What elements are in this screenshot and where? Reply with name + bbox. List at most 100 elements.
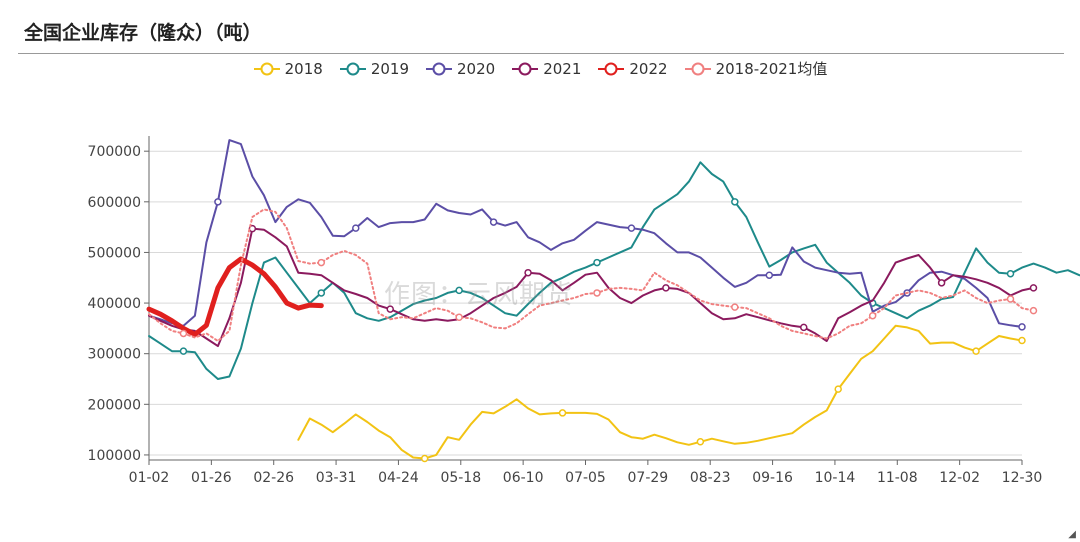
data-point-2018-2021均值[interactable]	[884, 308, 885, 309]
data-point-2020[interactable]	[596, 222, 597, 223]
data-point-2018[interactable]	[390, 437, 391, 438]
data-point-2018[interactable]	[401, 449, 402, 450]
data-point-2019[interactable]	[1056, 272, 1057, 273]
data-point-2022[interactable]	[149, 309, 150, 310]
data-point-2021[interactable]	[436, 319, 437, 320]
data-point-2018[interactable]	[654, 434, 655, 435]
data-point-2021[interactable]	[355, 293, 356, 294]
data-point-2018[interactable]	[746, 442, 747, 443]
data-point-2018[interactable]	[711, 438, 712, 439]
data-point-2019[interactable]	[930, 305, 931, 306]
data-point-2018-2021均值[interactable]	[815, 335, 816, 336]
marker-2021[interactable]	[800, 323, 808, 332]
data-point-2018[interactable]	[608, 419, 609, 420]
data-point-2019[interactable]	[642, 227, 643, 228]
data-point-2018-2021均值[interactable]	[930, 292, 931, 293]
data-point-2021[interactable]	[849, 312, 850, 313]
data-point-2021[interactable]	[206, 338, 207, 339]
data-point-2019[interactable]	[390, 317, 391, 318]
data-point-2020[interactable]	[459, 212, 460, 213]
data-point-2018[interactable]	[574, 412, 575, 413]
data-point-2018-2021均值[interactable]	[424, 313, 425, 314]
data-point-2018[interactable]	[803, 424, 804, 425]
data-point-2021[interactable]	[171, 325, 172, 326]
legend-item-2022[interactable]: 2022	[597, 58, 668, 79]
marker-2021[interactable]	[1029, 284, 1038, 292]
data-point-2020[interactable]	[229, 140, 230, 141]
marker-2020[interactable]	[214, 198, 222, 206]
data-point-2021[interactable]	[700, 303, 701, 304]
data-point-2021[interactable]	[907, 258, 908, 259]
data-point-2018-2021均值[interactable]	[367, 263, 368, 264]
data-point-2020[interactable]	[700, 257, 701, 258]
data-point-2021[interactable]	[792, 325, 793, 326]
data-point-2018[interactable]	[413, 457, 414, 458]
data-point-2020[interactable]	[344, 236, 345, 237]
data-point-2018[interactable]	[378, 430, 379, 431]
data-point-2020[interactable]	[999, 323, 1000, 324]
data-point-2020[interactable]	[734, 286, 735, 287]
data-point-2018-2021均值[interactable]	[1022, 308, 1023, 309]
data-point-2021[interactable]	[826, 341, 827, 342]
data-point-2019[interactable]	[711, 173, 712, 174]
data-point-2021[interactable]	[286, 246, 287, 247]
data-point-2018-2021均值[interactable]	[298, 261, 299, 262]
data-point-2020[interactable]	[780, 274, 781, 275]
data-point-2018-2021均值[interactable]	[654, 272, 655, 273]
data-point-2019[interactable]	[964, 272, 965, 273]
data-point-2021[interactable]	[964, 276, 965, 277]
data-point-2018[interactable]	[941, 342, 942, 343]
data-point-2018[interactable]	[539, 414, 540, 415]
data-point-2020[interactable]	[436, 203, 437, 204]
data-point-2022[interactable]	[298, 308, 299, 309]
data-point-2018-2021均值[interactable]	[987, 303, 988, 304]
data-point-2021[interactable]	[401, 314, 402, 315]
legend-item-2018[interactable]: 2018	[253, 58, 323, 79]
data-point-2018-2021均值[interactable]	[723, 305, 724, 306]
data-point-2018[interactable]	[964, 347, 965, 348]
data-point-2018-2021均值[interactable]	[608, 288, 609, 289]
marker-2019[interactable]	[731, 198, 739, 206]
data-point-2018-2021均值[interactable]	[229, 330, 230, 331]
data-point-2018[interactable]	[528, 408, 529, 409]
data-point-2021[interactable]	[344, 290, 345, 291]
marker-2020[interactable]	[627, 224, 636, 232]
data-point-2019[interactable]	[149, 335, 150, 336]
data-point-2022[interactable]	[321, 305, 322, 306]
data-point-2019[interactable]	[574, 271, 575, 272]
data-point-2021[interactable]	[861, 305, 862, 306]
marker-2018-2021均值[interactable]	[1029, 306, 1038, 315]
marker-2018-2021均值[interactable]	[731, 303, 739, 311]
data-point-2018[interactable]	[321, 424, 322, 425]
data-point-2018-2021均值[interactable]	[700, 300, 701, 301]
resize-handle-icon[interactable]: ◢	[1068, 529, 1076, 540]
data-point-2019[interactable]	[505, 313, 506, 314]
data-point-2018-2021均值[interactable]	[355, 254, 356, 255]
marker-2020[interactable]	[765, 271, 774, 279]
data-point-2021[interactable]	[654, 290, 655, 291]
data-point-2019[interactable]	[895, 313, 896, 314]
marker-2018[interactable]	[834, 385, 842, 393]
data-point-2021[interactable]	[723, 319, 724, 320]
marker-2018-2021均值[interactable]	[455, 313, 463, 321]
data-point-2018[interactable]	[619, 432, 620, 433]
data-point-2018-2021均值[interactable]	[275, 211, 276, 212]
data-point-2020[interactable]	[309, 202, 310, 203]
data-point-2019[interactable]	[619, 252, 620, 253]
data-point-2018-2021均值[interactable]	[895, 295, 896, 296]
data-point-2021[interactable]	[160, 320, 161, 321]
data-point-2021[interactable]	[367, 298, 368, 299]
data-point-2021[interactable]	[953, 275, 954, 276]
data-point-2021[interactable]	[642, 295, 643, 296]
data-point-2022[interactable]	[286, 303, 287, 304]
data-point-2018[interactable]	[355, 414, 356, 415]
data-point-2021[interactable]	[999, 287, 1000, 288]
data-point-2021[interactable]	[309, 273, 310, 274]
data-point-2018-2021均值[interactable]	[826, 338, 827, 339]
marker-2019[interactable]	[455, 286, 463, 295]
data-point-2020[interactable]	[884, 305, 885, 306]
data-point-2021[interactable]	[872, 300, 873, 301]
data-point-2019[interactable]	[608, 257, 609, 258]
data-point-2019[interactable]	[780, 260, 781, 261]
marker-2018-2021均值[interactable]	[868, 311, 877, 320]
